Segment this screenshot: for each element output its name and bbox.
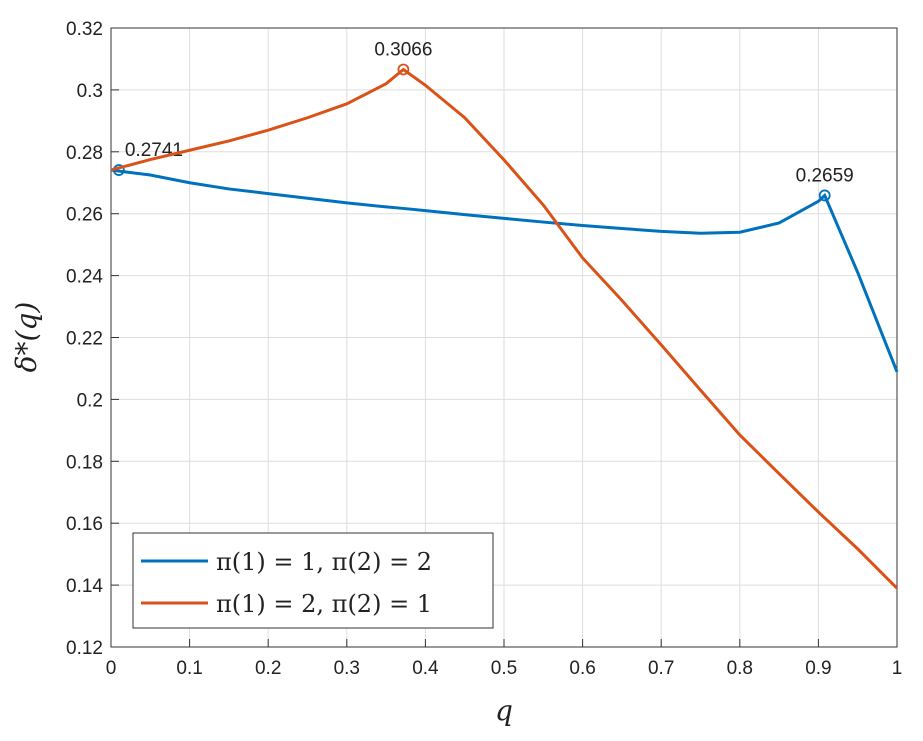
legend-box (132, 532, 494, 629)
x-tick-label: 0.4 (412, 658, 439, 679)
series-line (110, 168, 899, 373)
peak-marker (397, 63, 410, 76)
y-tick-label: 0.2 (77, 390, 103, 411)
y-tick-label: 0.24 (66, 267, 103, 288)
series-line (110, 67, 899, 590)
legend-label: π(1) = 1, π(2) = 2 (216, 548, 432, 576)
x-tick-label: 0.1 (176, 658, 202, 679)
x-tick-label: 0.3 (334, 658, 360, 679)
peak-label: 0.2659 (796, 165, 854, 186)
x-axis-label: q (495, 694, 513, 727)
peak-marker (818, 189, 831, 202)
y-tick-label: 0.22 (66, 329, 103, 350)
axes-box (110, 27, 898, 648)
y-tick-label: 0.16 (66, 514, 103, 535)
y-tick-label: 0.32 (66, 19, 103, 40)
x-tick-label: 0 (106, 658, 117, 679)
x-tick-label: 0.6 (569, 658, 595, 679)
peak-label: 0.3066 (374, 39, 432, 60)
x-tick-label: 0.2 (255, 658, 281, 679)
y-tick-label: 0.18 (66, 452, 103, 473)
y-tick-label: 0.3 (77, 81, 103, 102)
x-tick-label: 1 (892, 658, 903, 679)
y-tick-label: 0.14 (66, 576, 103, 597)
legend-label: π(1) = 2, π(2) = 1 (216, 590, 432, 618)
x-tick-label: 0.5 (491, 658, 517, 679)
y-tick-label: 0.12 (66, 638, 103, 659)
x-tick-label: 0.7 (648, 658, 674, 679)
y-tick-label: 0.26 (66, 205, 103, 226)
y-axis-label: δ*(q) (10, 302, 43, 373)
x-tick-label: 0.8 (727, 658, 753, 679)
y-tick-label: 0.28 (66, 143, 103, 164)
x-tick-label: 0.9 (805, 658, 831, 679)
